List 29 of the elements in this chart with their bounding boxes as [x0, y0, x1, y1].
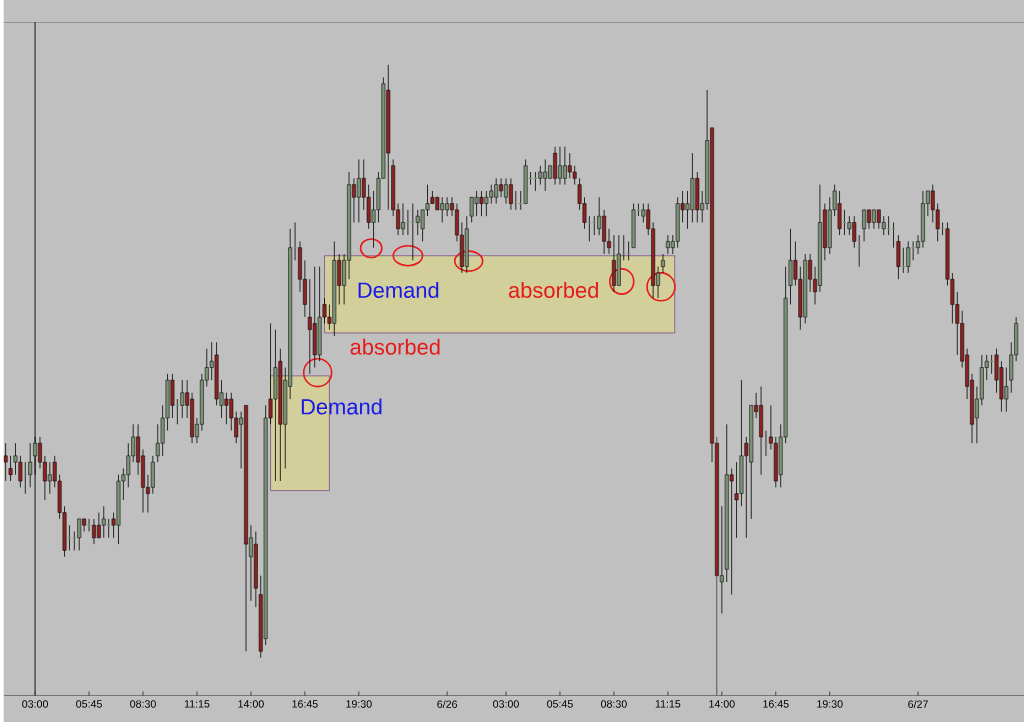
x-tick-label: 16:45	[763, 699, 789, 708]
x-tick-label: 03:00	[493, 699, 519, 708]
candlestick	[77, 518, 82, 551]
candlestick	[101, 505, 106, 539]
x-tick-label: 6/27	[908, 699, 928, 708]
candlestick	[661, 253, 665, 274]
x-tick-label: 08:30	[130, 699, 156, 708]
x-tick-label: 08:30	[601, 699, 627, 708]
x-tick-label: 16:45	[292, 699, 318, 708]
annotation: absorbed	[508, 281, 598, 298]
x-tick-label: 11:15	[184, 699, 210, 708]
x-tick-label: 05:45	[547, 699, 573, 708]
annotation: absorbed	[350, 338, 440, 355]
x-tick-label: 05:45	[76, 699, 102, 708]
candlestick	[8, 455, 13, 482]
annotation: Demand	[301, 398, 382, 415]
candlestick	[180, 379, 185, 419]
x-tick-label: 19:30	[817, 699, 843, 708]
annotation: Demand	[358, 281, 439, 298]
x-tick-label: 19:30	[346, 699, 372, 708]
candlestick	[508, 177, 513, 211]
candlestick	[862, 209, 867, 242]
candlestick	[3, 442, 8, 482]
x-tick-label: 14:00	[238, 699, 264, 708]
x-tick-label: 03:00	[22, 699, 48, 708]
x-tick-label: 14:00	[709, 699, 735, 708]
x-tick-label: 6/26	[437, 699, 458, 708]
candlestick	[906, 240, 911, 274]
x-tick-label: 11:15	[655, 699, 681, 708]
